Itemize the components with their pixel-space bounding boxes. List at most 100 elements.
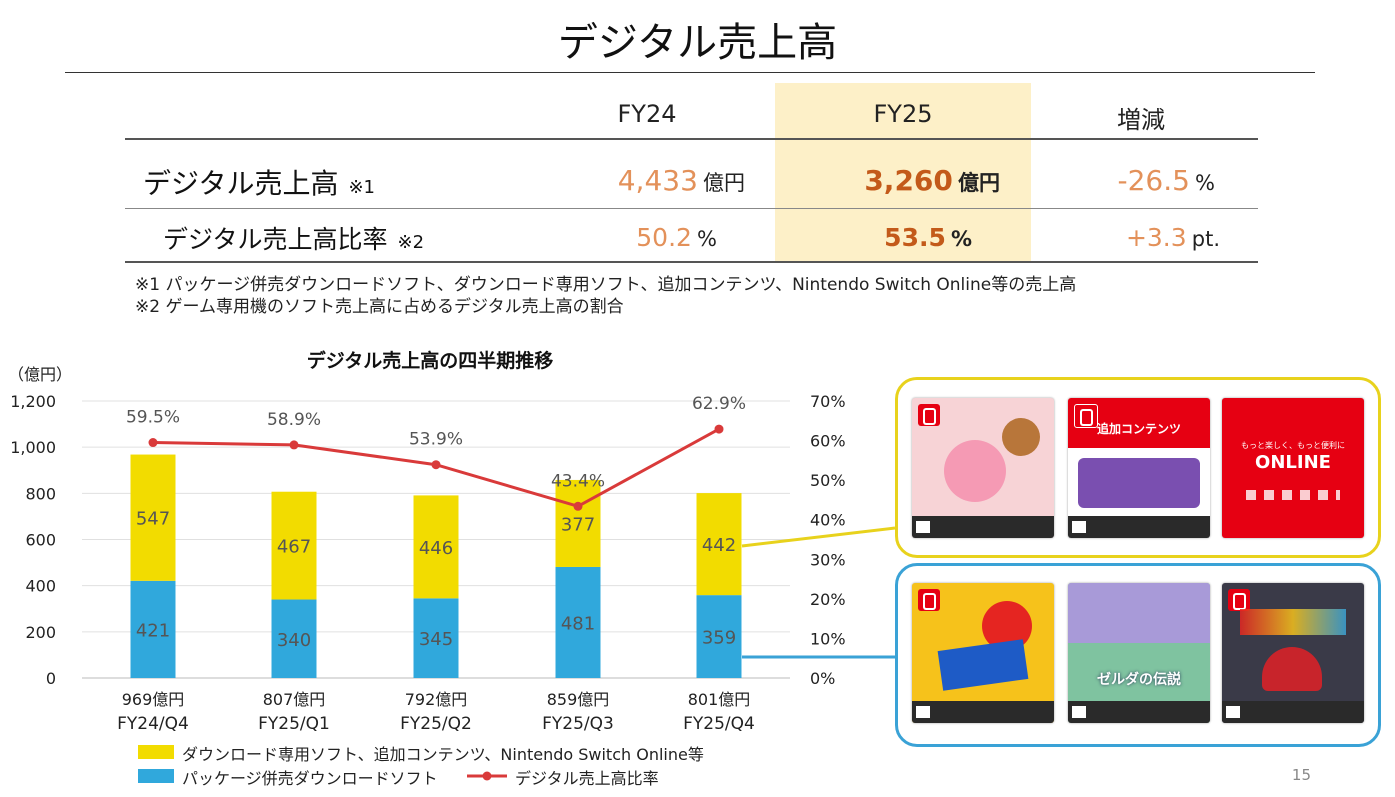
legend-swatch-download-only <box>138 745 174 759</box>
y2-tick-label: 60% <box>810 432 846 451</box>
ratio-label: 62.9% <box>692 394 746 414</box>
change-digital-sales: -26.5 % <box>1117 164 1215 197</box>
x-tick-label: FY25/Q4 <box>683 714 755 734</box>
nso-logo-text: ONLINE <box>1255 452 1331 473</box>
ratio-label: 43.4% <box>551 471 605 491</box>
change-digital-ratio: +3.3 pt. <box>1125 223 1220 252</box>
table-top-rule <box>125 138 1258 140</box>
ratio-label: 58.9% <box>267 410 321 430</box>
legend-swatch-package <box>138 769 174 783</box>
kart-art-icon <box>1262 647 1322 691</box>
kirby-character-icon <box>944 440 1006 502</box>
table-bottom-rule <box>125 261 1258 263</box>
bar-package <box>271 599 317 678</box>
bar-download-only <box>413 495 459 599</box>
mario-party-logo-icon <box>937 639 1029 691</box>
card-footer <box>1068 701 1210 723</box>
bar-label-download-only: 547 <box>136 509 170 530</box>
fy25-column-highlight <box>775 83 1031 261</box>
card-footer <box>912 516 1054 538</box>
y2-tick-label: 40% <box>810 511 846 530</box>
footnote-2: ※2 ゲーム専用機のソフト売上高に占めるデジタル売上高の割合 <box>135 297 624 317</box>
nintendo-switch-logo-icon <box>1228 589 1250 611</box>
ratio-point <box>148 438 158 448</box>
bar-label-package: 481 <box>561 613 595 634</box>
fy25-digital-ratio: 53.5 % <box>884 223 972 252</box>
ratio-label: 53.9% <box>409 430 463 450</box>
kirby-gourmet-fes-icon <box>912 398 1054 538</box>
zelda-title-text: ゼルダの伝説 <box>1097 672 1181 688</box>
x-total-label: 859億円 <box>547 690 610 709</box>
card-footer <box>1222 701 1364 723</box>
package-products-panel: ゼルダの伝説 <box>895 563 1381 747</box>
y-tick-label: 600 <box>25 531 56 550</box>
y-tick-label: 1,000 <box>10 438 56 457</box>
bar-label-package: 421 <box>136 620 170 641</box>
page-number: 15 <box>1291 766 1311 784</box>
col-header-fy25: FY25 <box>873 100 933 128</box>
mario-kart-logo-icon <box>1240 609 1346 635</box>
ratio-point <box>431 460 441 470</box>
legend-label-ratio: デジタル売上高比率 <box>515 769 659 788</box>
table-mid-rule <box>125 208 1258 209</box>
bar-download-only <box>130 454 176 581</box>
x-total-label: 801億円 <box>688 690 751 709</box>
bar-download-only <box>271 491 317 600</box>
x-tick-label: FY25/Q1 <box>258 714 330 734</box>
nintendo-switch-logo-icon <box>1074 404 1098 428</box>
page-title: デジタル売上高 <box>557 20 838 66</box>
bar-label-download-only: 467 <box>277 537 311 558</box>
y-tick-label: 400 <box>25 577 56 596</box>
bar-package <box>696 595 742 678</box>
bar-label-download-only: 446 <box>419 538 453 559</box>
bar-download-only <box>696 493 742 596</box>
chart-title: デジタル売上高の四半期推移 <box>306 350 554 372</box>
additional-content-card-icon: 追加コンテンツ <box>1068 398 1210 538</box>
fy25-digital-sales: 3,260 億円 <box>864 164 1000 197</box>
nintendo-switch-online-icon: もっと楽しく、もっと便利に ONLINE <box>1222 398 1364 538</box>
card-footer <box>912 701 1054 723</box>
y2-tick-label: 30% <box>810 550 846 569</box>
col-header-change: 増減 <box>1117 106 1165 134</box>
ratio-point <box>573 501 583 511</box>
y-tick-label: 1,200 <box>10 392 56 411</box>
y2-tick-label: 50% <box>810 471 846 490</box>
x-total-label: 969億円 <box>122 690 185 709</box>
bar-package <box>555 566 601 678</box>
nintendo-switch-logo-icon <box>918 589 940 611</box>
row-label-digital-ratio: デジタル売上高比率 ※2 <box>163 225 425 254</box>
legend-label-package: パッケージ併売ダウンロードソフト <box>182 769 438 788</box>
ratio-point <box>714 424 724 434</box>
fy24-digital-ratio: 50.2 % <box>636 223 717 252</box>
y-axis-unit-label: （億円） <box>8 365 72 384</box>
x-total-label: 792億円 <box>405 690 468 709</box>
title-divider <box>65 72 1315 73</box>
super-mario-party-jamboree-icon <box>912 583 1054 723</box>
download-only-products-panel: 追加コンテンツ もっと楽しく、もっと便利に ONLINE <box>895 377 1381 558</box>
x-tick-label: FY25/Q3 <box>542 714 614 734</box>
legend-swatch-ratio <box>467 771 507 781</box>
x-tick-label: FY25/Q2 <box>400 714 472 734</box>
card-header-text: 追加コンテンツ <box>1096 422 1181 436</box>
zelda-echoes-of-wisdom-icon: ゼルダの伝説 <box>1068 583 1210 723</box>
card-footer <box>1068 516 1210 538</box>
x-total-label: 807億円 <box>263 690 326 709</box>
fy24-digital-sales: 4,433 億円 <box>617 164 745 197</box>
bar-package <box>413 598 459 678</box>
y-tick-label: 200 <box>25 623 56 642</box>
nintendo-switch-logo-icon <box>918 404 940 426</box>
y2-tick-label: 10% <box>810 629 846 648</box>
nso-caption: もっと楽しく、もっと便利に <box>1241 441 1345 450</box>
ratio-label: 59.5% <box>126 408 180 428</box>
mario-kart-8-deluxe-icon <box>1222 583 1364 723</box>
y-tick-label: 0 <box>46 669 56 688</box>
bar-package <box>130 580 176 678</box>
quarterly-digital-sales-chart: （億円） 0 200 400 600 800 1,000 1,200 0% 10% 20% 30% 40… <box>8 365 846 734</box>
bar-label-package: 345 <box>419 629 453 650</box>
bar-download-only <box>555 479 601 567</box>
zelda-sky-art <box>1068 583 1210 643</box>
bar-label-package: 359 <box>702 628 736 649</box>
bar-label-package: 340 <box>277 630 311 651</box>
y2-tick-label: 0% <box>810 669 835 688</box>
legend-label-download-only: ダウンロード専用ソフト、追加コンテンツ、Nintendo Switch Onli… <box>182 745 704 764</box>
